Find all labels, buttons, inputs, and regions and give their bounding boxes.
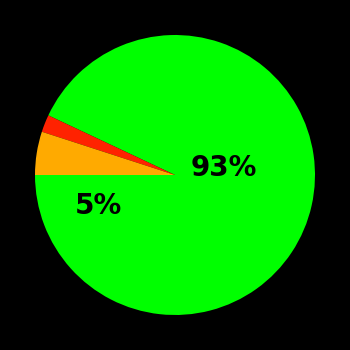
Wedge shape <box>35 35 315 315</box>
Text: 5%: 5% <box>74 192 122 220</box>
Wedge shape <box>35 132 175 175</box>
Wedge shape <box>42 116 175 175</box>
Text: 93%: 93% <box>191 154 257 182</box>
